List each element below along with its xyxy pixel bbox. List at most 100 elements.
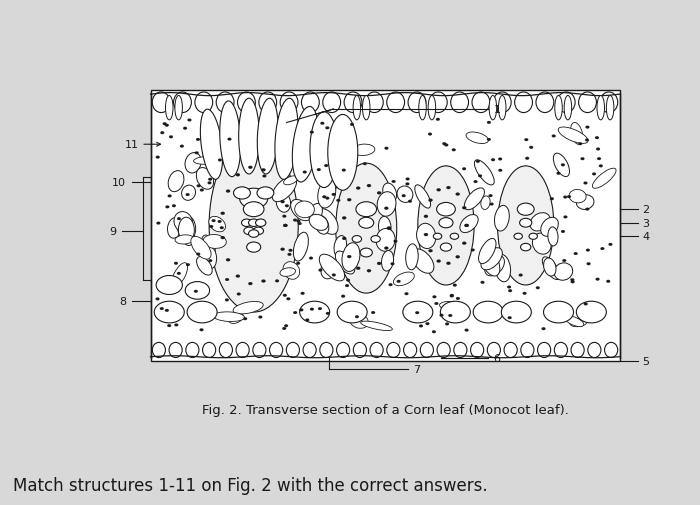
Ellipse shape (557, 93, 575, 113)
Ellipse shape (328, 115, 358, 191)
Ellipse shape (302, 93, 319, 113)
Ellipse shape (406, 244, 418, 270)
Circle shape (155, 298, 160, 300)
Circle shape (167, 325, 172, 327)
Ellipse shape (272, 177, 297, 202)
Circle shape (444, 144, 448, 147)
Circle shape (377, 263, 382, 266)
Ellipse shape (293, 107, 318, 183)
Circle shape (465, 225, 469, 227)
Ellipse shape (498, 96, 506, 121)
Circle shape (226, 259, 230, 262)
Ellipse shape (169, 343, 182, 358)
Ellipse shape (220, 102, 241, 177)
Circle shape (209, 260, 212, 263)
Circle shape (174, 262, 178, 265)
Text: 7: 7 (413, 364, 420, 374)
Ellipse shape (181, 228, 194, 246)
Circle shape (156, 222, 160, 225)
Circle shape (608, 243, 612, 246)
Circle shape (211, 220, 216, 223)
Circle shape (445, 323, 449, 326)
Circle shape (529, 234, 538, 240)
Circle shape (519, 274, 523, 277)
Circle shape (337, 301, 368, 323)
Ellipse shape (342, 243, 360, 272)
Circle shape (442, 143, 446, 146)
Circle shape (186, 194, 190, 196)
Circle shape (517, 204, 534, 216)
Circle shape (326, 127, 329, 130)
Ellipse shape (479, 239, 496, 264)
Ellipse shape (174, 93, 191, 113)
Ellipse shape (429, 93, 447, 113)
Circle shape (384, 147, 388, 150)
Circle shape (347, 256, 351, 259)
Ellipse shape (555, 96, 562, 121)
Circle shape (207, 182, 211, 185)
Circle shape (542, 328, 545, 330)
Circle shape (387, 227, 391, 230)
Text: Fig. 2. Transverse section of a Corn leaf (Monocot leaf).: Fig. 2. Transverse section of a Corn lea… (202, 403, 568, 416)
Ellipse shape (437, 343, 450, 358)
Ellipse shape (489, 96, 496, 121)
Circle shape (424, 234, 428, 237)
Circle shape (574, 252, 578, 256)
Ellipse shape (481, 248, 503, 270)
Ellipse shape (418, 167, 474, 285)
Ellipse shape (233, 302, 263, 314)
Ellipse shape (404, 343, 416, 358)
Circle shape (584, 182, 587, 185)
Circle shape (174, 324, 179, 327)
Circle shape (186, 264, 190, 267)
Circle shape (241, 220, 252, 227)
Ellipse shape (286, 343, 300, 358)
Ellipse shape (175, 96, 183, 121)
Circle shape (309, 257, 313, 260)
Circle shape (261, 280, 265, 283)
Ellipse shape (237, 93, 256, 113)
Circle shape (584, 303, 588, 306)
Circle shape (377, 192, 382, 195)
Ellipse shape (153, 343, 165, 358)
Circle shape (318, 308, 322, 311)
Circle shape (428, 199, 433, 203)
Circle shape (501, 301, 531, 323)
Ellipse shape (280, 93, 298, 113)
Circle shape (371, 236, 380, 243)
Circle shape (248, 220, 259, 227)
Ellipse shape (216, 93, 234, 113)
Circle shape (439, 218, 453, 228)
Circle shape (367, 185, 371, 188)
Ellipse shape (379, 217, 391, 238)
Circle shape (529, 146, 533, 149)
Ellipse shape (377, 192, 396, 217)
Ellipse shape (387, 343, 400, 358)
Circle shape (426, 323, 429, 325)
Ellipse shape (558, 128, 588, 144)
Circle shape (476, 161, 480, 164)
Text: 1: 1 (494, 105, 500, 115)
Circle shape (524, 139, 528, 142)
Ellipse shape (259, 93, 276, 113)
Circle shape (437, 260, 441, 263)
Ellipse shape (293, 233, 309, 262)
Circle shape (473, 301, 503, 323)
Circle shape (360, 248, 372, 258)
Circle shape (225, 279, 229, 281)
Ellipse shape (484, 256, 505, 276)
Circle shape (440, 314, 443, 317)
Circle shape (356, 187, 360, 190)
Circle shape (293, 312, 298, 314)
Ellipse shape (466, 133, 489, 144)
Circle shape (197, 185, 201, 188)
Circle shape (507, 286, 511, 289)
Ellipse shape (397, 187, 413, 203)
Circle shape (523, 292, 526, 295)
Ellipse shape (336, 164, 397, 293)
Circle shape (402, 195, 405, 197)
Ellipse shape (565, 316, 584, 327)
Ellipse shape (168, 171, 184, 192)
Ellipse shape (597, 96, 605, 121)
Circle shape (543, 301, 573, 323)
